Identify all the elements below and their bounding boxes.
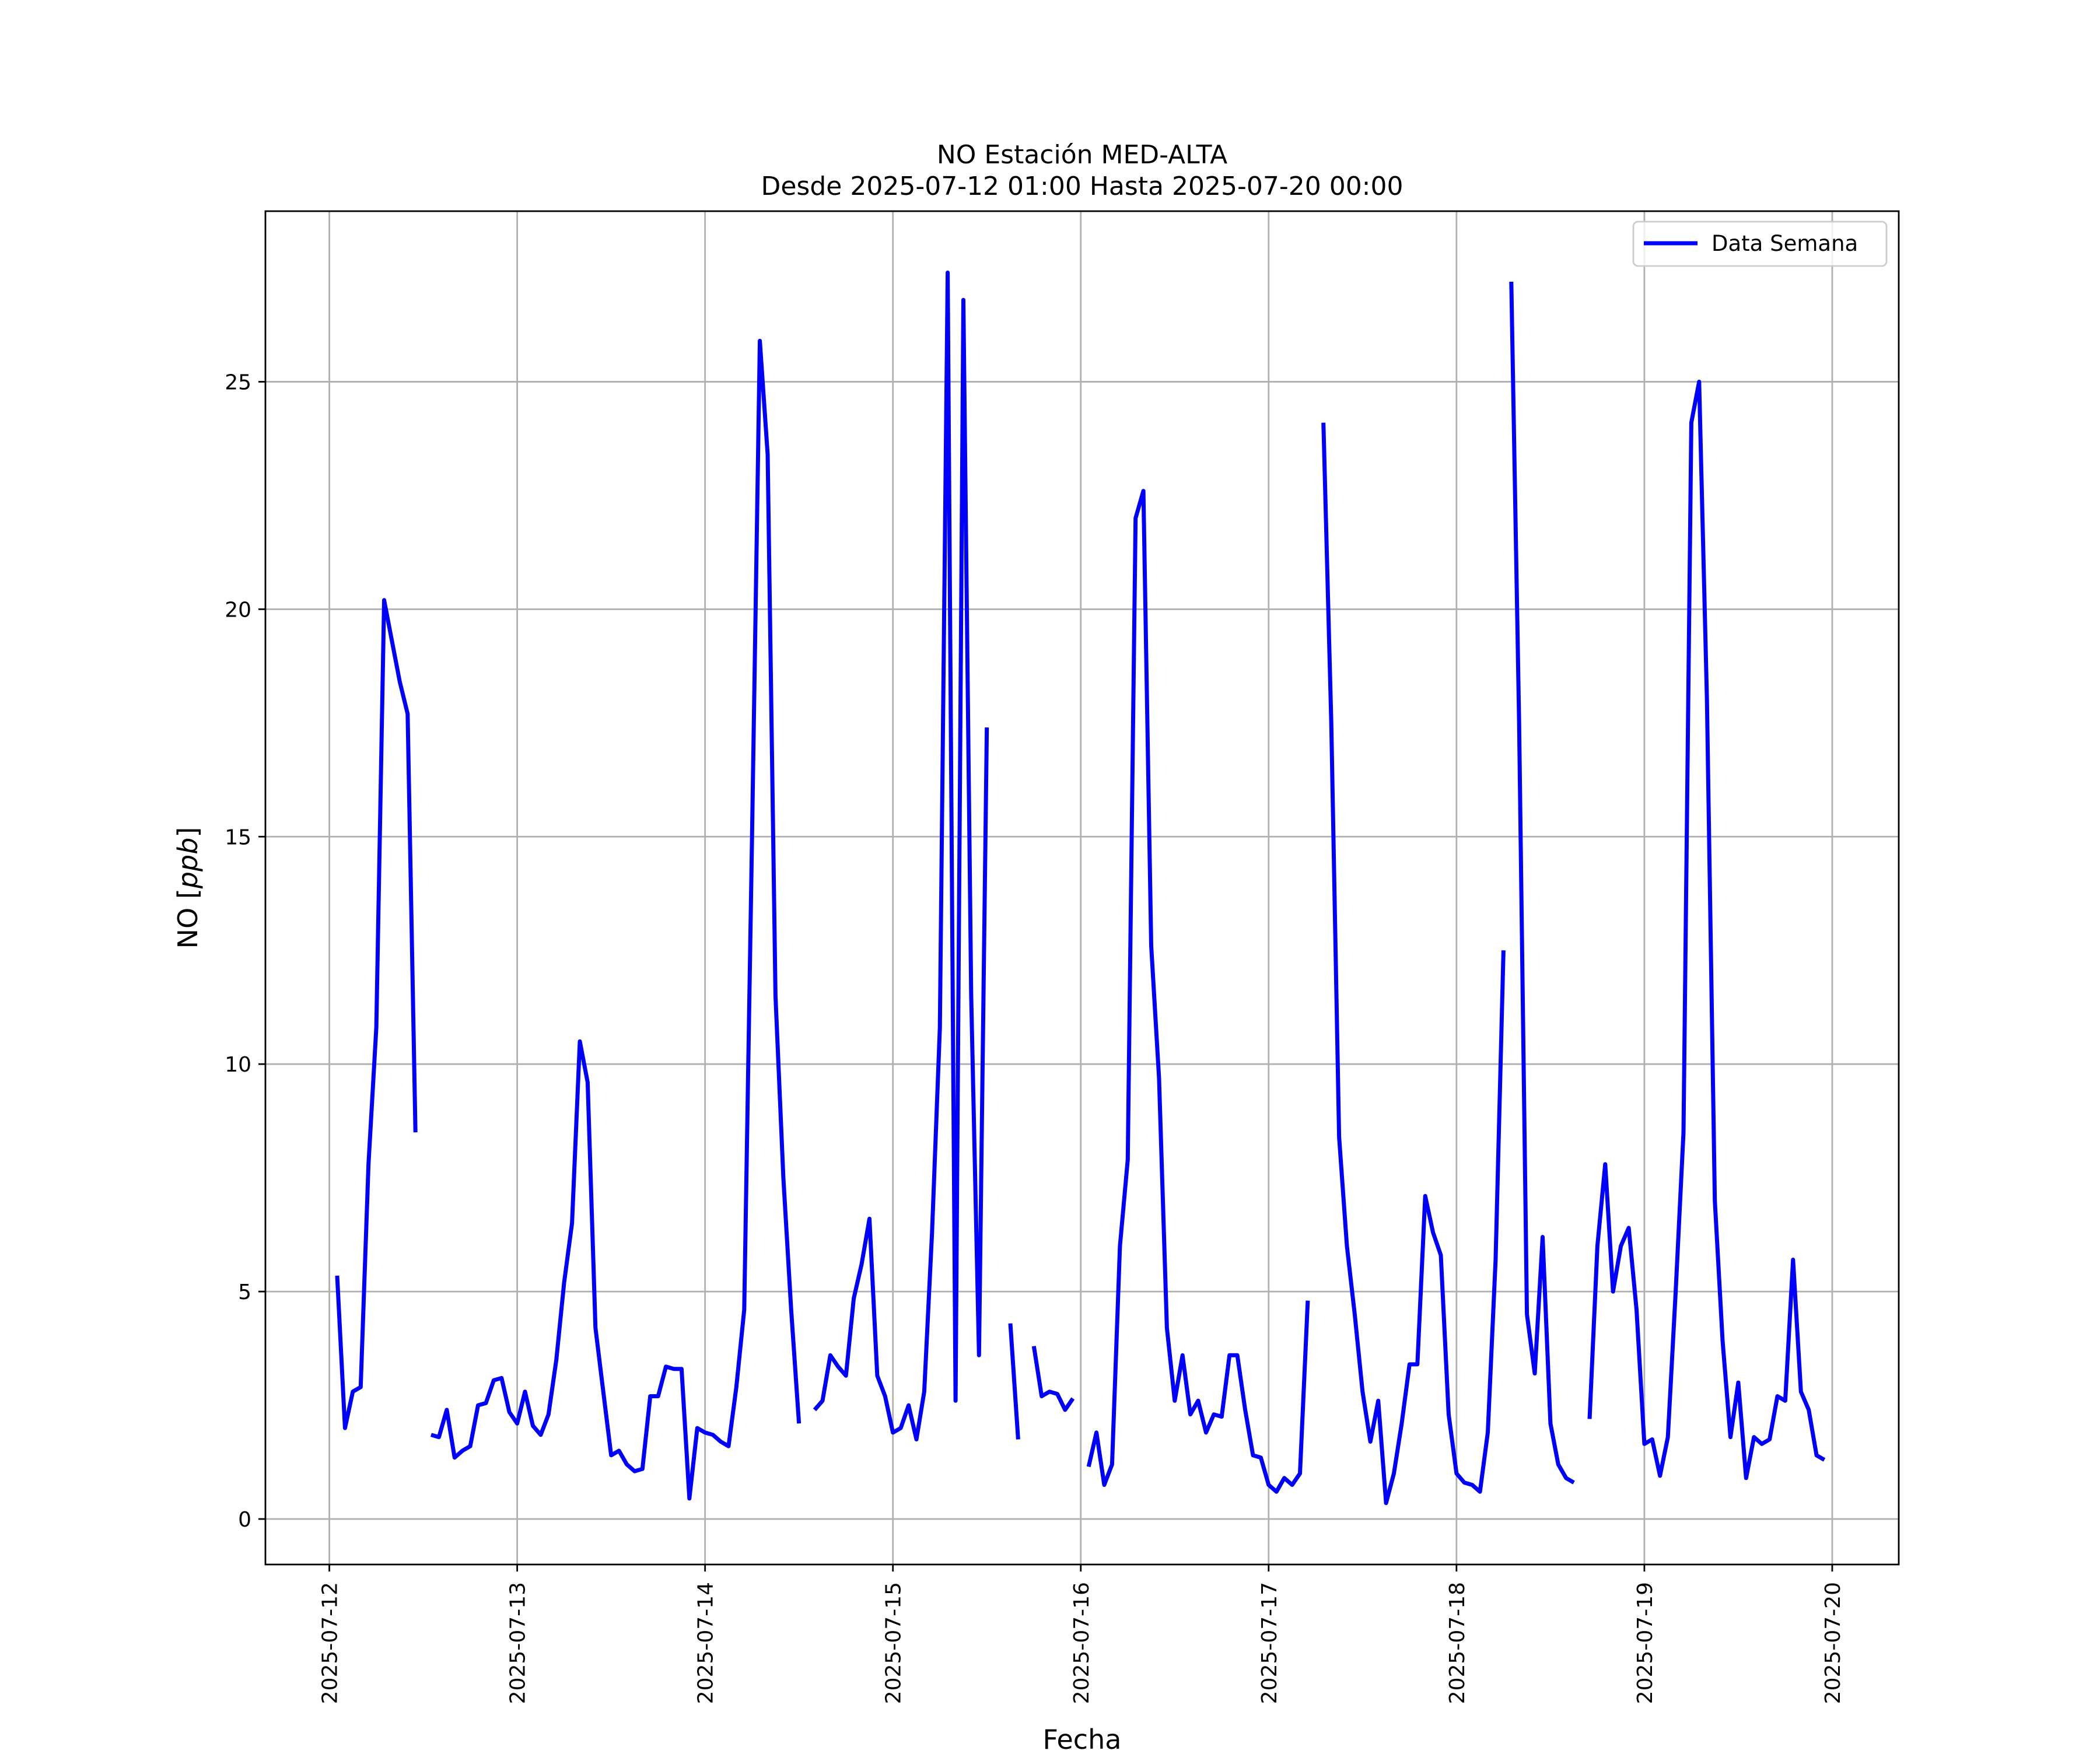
series-layer <box>335 270 1826 1506</box>
x-tick-label: 2025-07-13 <box>506 1582 530 1704</box>
series-line-segment <box>813 270 989 1441</box>
x-axis-label: Fecha <box>1043 1724 1122 1750</box>
y-tick-label: 5 <box>238 1280 251 1304</box>
y-tick-label: 0 <box>238 1508 251 1532</box>
series-line-segment <box>1509 281 1575 1485</box>
y-tick-label: 25 <box>225 370 251 394</box>
y-axis-label-suffix: ] <box>172 827 204 838</box>
y-axis-label: NO [ppb] <box>172 827 204 949</box>
x-tick-label: 2025-07-16 <box>1070 1582 1094 1704</box>
x-tick-label: 2025-07-19 <box>1633 1582 1657 1704</box>
grid-layer <box>265 211 1899 1564</box>
x-tick-label: 2025-07-17 <box>1258 1582 1282 1704</box>
x-tick-label: 2025-07-15 <box>882 1582 906 1704</box>
y-tick-label: 15 <box>225 825 251 849</box>
x-tick-label: 2025-07-20 <box>1821 1582 1845 1704</box>
x-tick-label: 2025-07-18 <box>1446 1582 1469 1704</box>
chart-title: NO Estación MED-ALTA <box>937 140 1227 170</box>
plot-frame <box>264 210 1900 1566</box>
series-line-segment <box>335 598 418 1430</box>
legend-box <box>1632 220 1888 267</box>
x-tick-label: 2025-07-14 <box>694 1582 718 1704</box>
series-line-segment <box>1321 422 1506 1506</box>
legend: Data Semana <box>1632 220 1888 267</box>
series-line-segment <box>1086 489 1310 1494</box>
x-tick-label: 2025-07-12 <box>318 1582 342 1704</box>
chart-subtitle: Desde 2025-07-12 01:00 Hasta 2025-07-20 … <box>761 172 1403 201</box>
ticks-layer: 2025-07-12 2025-07-13 2025-07-14 2025-07-15… <box>225 370 1845 1704</box>
y-axis-label-prefix: NO [ <box>172 888 204 949</box>
series-line-segment <box>1008 1323 1020 1440</box>
y-tick-label: 10 <box>225 1053 251 1077</box>
legend-label-data-semana: Data Semana <box>1712 231 1858 256</box>
series-line-segment <box>1031 1346 1075 1412</box>
y-axis-label-unit: ppb <box>172 838 204 890</box>
series-line-segment <box>1587 379 1826 1480</box>
series-line-segment <box>430 338 802 1501</box>
y-tick-label: 20 <box>225 598 251 622</box>
